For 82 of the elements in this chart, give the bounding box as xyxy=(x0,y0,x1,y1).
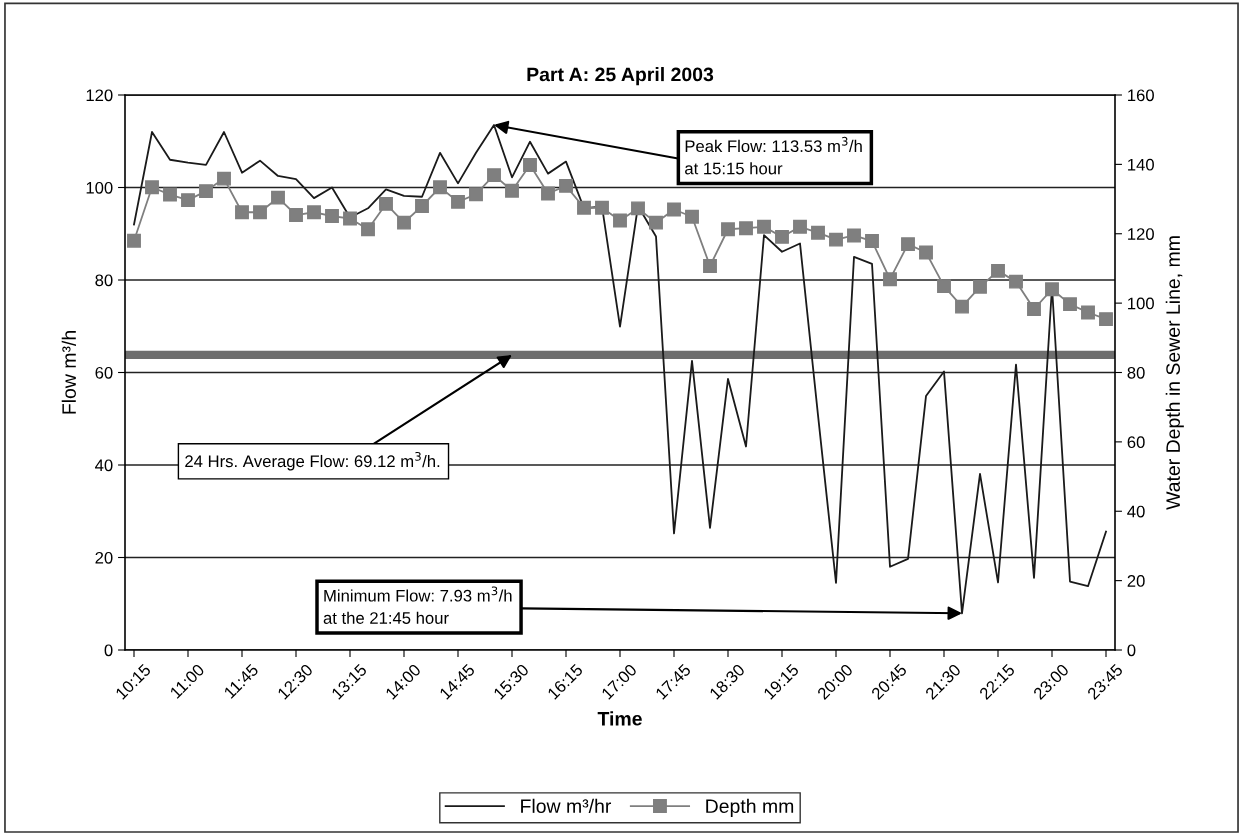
point xyxy=(523,158,537,173)
annotation: Peak Flow: 113.53 m$^{3}$/h xyxy=(685,136,862,153)
point xyxy=(235,205,249,220)
y2-tick-label: 0 xyxy=(1127,644,1136,657)
point xyxy=(361,222,375,237)
y-tick-label: 40 xyxy=(95,459,113,472)
annotation: at 15:15 hour xyxy=(685,162,783,175)
annotation: Minimum Flow: 7.93 m$^{3}$/h xyxy=(324,586,512,602)
point xyxy=(775,229,789,244)
point xyxy=(1063,297,1077,312)
annotation: at the 21:45 hour xyxy=(323,611,449,624)
point xyxy=(649,215,663,230)
point xyxy=(433,180,447,195)
point xyxy=(721,222,735,237)
point xyxy=(883,272,897,287)
point xyxy=(667,202,681,217)
point xyxy=(1009,274,1023,289)
point xyxy=(559,178,573,193)
point xyxy=(469,187,483,202)
y2-tick-label: 20 xyxy=(1127,575,1145,587)
point xyxy=(1081,305,1095,320)
point xyxy=(757,219,771,234)
point xyxy=(253,205,267,220)
point xyxy=(271,190,285,205)
point xyxy=(829,232,843,247)
point xyxy=(811,225,825,240)
point xyxy=(379,196,393,211)
y-tick-label: 100 xyxy=(86,181,113,194)
point xyxy=(289,208,303,222)
point xyxy=(937,279,951,294)
point xyxy=(1099,312,1113,327)
y2-tick-label: 60 xyxy=(1127,436,1145,449)
point xyxy=(181,193,195,208)
point xyxy=(487,168,501,183)
point xyxy=(595,200,609,215)
point xyxy=(397,215,411,230)
point xyxy=(451,194,465,209)
point xyxy=(307,205,321,220)
y-axis-title: Flow m³/h xyxy=(61,331,76,414)
y-tick-label: 60 xyxy=(95,366,113,379)
legend-label: Depth mm xyxy=(706,798,794,817)
point xyxy=(217,171,231,186)
point xyxy=(955,299,969,314)
point xyxy=(127,233,141,248)
point xyxy=(685,209,699,224)
point xyxy=(415,199,429,213)
chart-title: Part A: 25 April 2003 xyxy=(527,67,714,86)
point xyxy=(1045,282,1059,297)
point xyxy=(631,201,645,216)
y-tick-label: 0 xyxy=(104,644,113,657)
point xyxy=(793,219,807,234)
point xyxy=(613,213,627,228)
point xyxy=(865,234,879,248)
annotation: 24 Hrs. Average Flow: 69.12 m$^{3}$/h. xyxy=(185,451,440,471)
point xyxy=(919,245,933,260)
point xyxy=(901,237,915,252)
y2-tick-label: 80 xyxy=(1127,366,1145,379)
point xyxy=(1027,302,1041,316)
y2-tick-label: 140 xyxy=(1128,158,1154,171)
point xyxy=(145,180,159,195)
y2-tick-label: 100 xyxy=(1128,297,1154,310)
point xyxy=(991,263,1005,278)
point xyxy=(199,184,213,199)
point xyxy=(973,279,987,294)
point xyxy=(739,221,753,236)
y2-axis-title: Water Depth in Sewer Line, mm xyxy=(1165,236,1184,510)
point xyxy=(505,183,519,198)
point xyxy=(343,211,357,226)
point xyxy=(847,228,861,243)
point xyxy=(703,259,717,273)
point xyxy=(325,209,339,224)
y-tick-label: 120 xyxy=(86,89,113,102)
legend-label: Flow m³/hr xyxy=(521,798,612,814)
point xyxy=(541,186,555,201)
x-axis-title: Time xyxy=(597,711,642,726)
point xyxy=(577,200,591,215)
point xyxy=(163,187,177,202)
y2-tick-label: 160 xyxy=(1128,89,1154,102)
y-tick-label: 80 xyxy=(95,274,113,287)
y-tick-label: 20 xyxy=(95,551,113,564)
y2-tick-label: 120 xyxy=(1128,228,1154,240)
y2-tick-label: 40 xyxy=(1127,505,1145,518)
